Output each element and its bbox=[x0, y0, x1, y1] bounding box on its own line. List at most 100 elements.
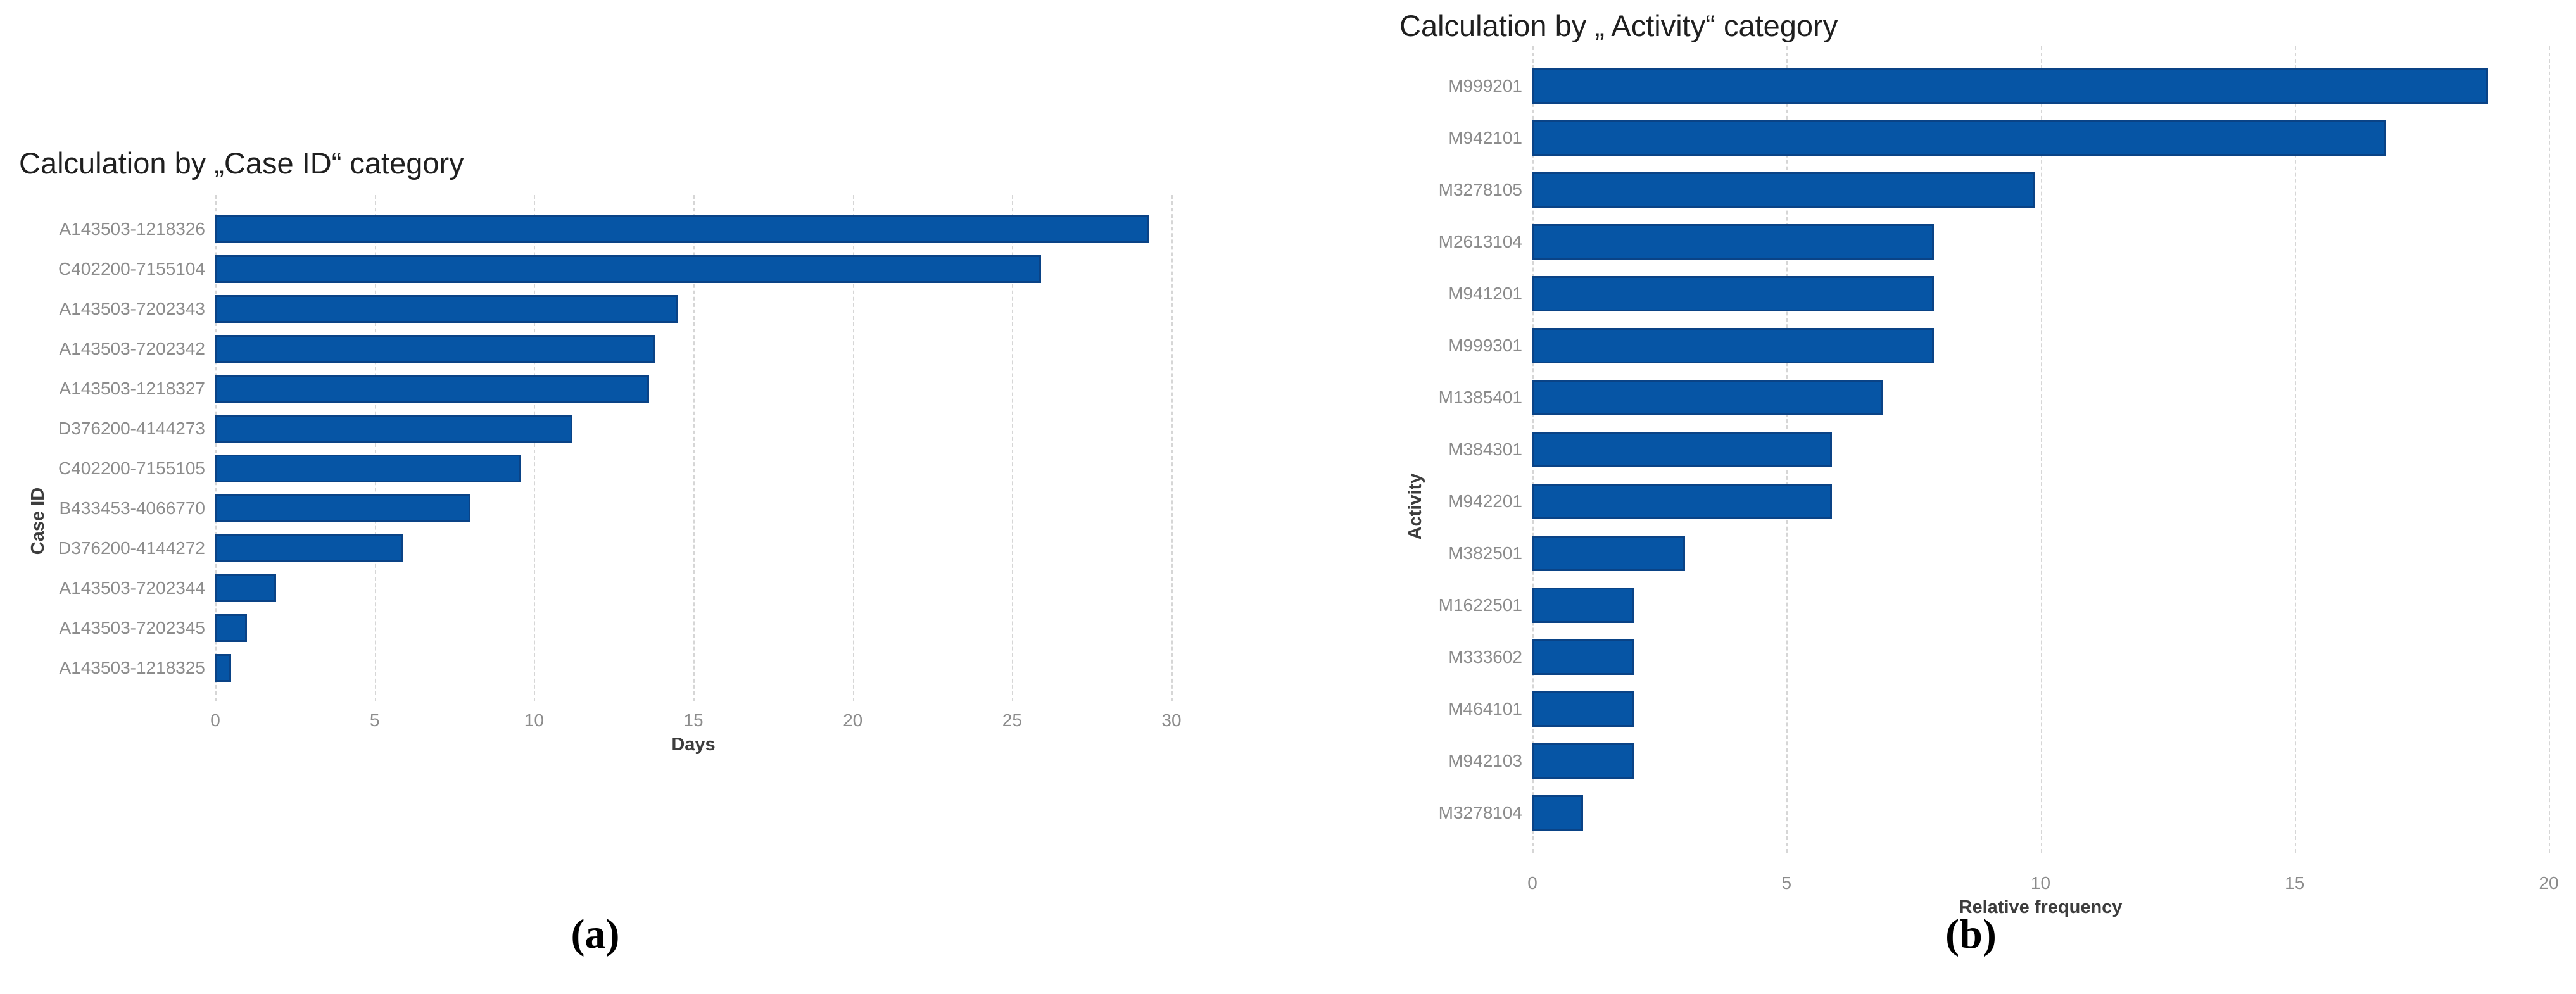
bar bbox=[1532, 536, 1685, 571]
category-label: C402200-7155104 bbox=[58, 258, 205, 279]
subfigure-caption-a: (a) bbox=[571, 911, 620, 957]
category-label: A143503-7202342 bbox=[59, 338, 205, 358]
bar-row: A143503-7202345 bbox=[19, 608, 1171, 648]
bar bbox=[1532, 120, 2387, 156]
gridline bbox=[2549, 46, 2550, 853]
bar-row: M1622501 bbox=[1393, 579, 2549, 631]
x-tick-label: 5 bbox=[1781, 873, 1792, 893]
bar-track bbox=[1532, 683, 2549, 735]
bar-row: A143503-1218325 bbox=[19, 648, 1171, 688]
bar bbox=[1532, 795, 1584, 831]
chart-title: Calculation by „ Activity“ category bbox=[1399, 9, 1838, 42]
x-axis-ticks: 0 5 10 15 20 bbox=[1527, 865, 2558, 897]
category-label: A143503-7202345 bbox=[59, 617, 205, 638]
category-label: M384301 bbox=[1448, 439, 1522, 459]
bar bbox=[215, 334, 655, 363]
bar bbox=[215, 215, 1149, 243]
bar-row: M999301 bbox=[1393, 320, 2549, 372]
bar-track bbox=[215, 329, 1171, 368]
category-label: M3278105 bbox=[1438, 180, 1522, 199]
bar-row: M382501 bbox=[1393, 527, 2549, 579]
bar-track bbox=[215, 289, 1171, 329]
bar bbox=[215, 574, 276, 602]
bar bbox=[215, 414, 572, 443]
category-label: M1622501 bbox=[1438, 595, 1522, 615]
bar bbox=[1532, 172, 2036, 208]
bar bbox=[215, 294, 678, 323]
bar-track bbox=[215, 648, 1171, 688]
x-tick-label: 10 bbox=[524, 710, 544, 730]
bar-row: M999201 bbox=[1393, 60, 2549, 112]
category-label: M333602 bbox=[1448, 647, 1522, 667]
bar bbox=[1532, 639, 1634, 675]
gridline bbox=[1171, 195, 1173, 701]
bar bbox=[215, 494, 470, 522]
bar bbox=[215, 374, 649, 403]
bar-row: B433453-4066770 bbox=[19, 488, 1171, 528]
category-label: D376200-4144272 bbox=[58, 538, 205, 558]
category-label: M1385401 bbox=[1438, 387, 1522, 407]
bar-track bbox=[215, 528, 1171, 568]
plot-area: Case ID A143503-1218326 C402200-7155104 A1… bbox=[19, 195, 1182, 755]
bar-row: M333602 bbox=[1393, 631, 2549, 683]
subfigure-caption-b: (b) bbox=[1945, 911, 1997, 957]
x-tick-label: 15 bbox=[2285, 873, 2305, 893]
bar-track bbox=[215, 608, 1171, 648]
bar bbox=[1532, 276, 1934, 311]
x-tick-label: 0 bbox=[1527, 873, 1537, 893]
bar-row: M941201 bbox=[1393, 268, 2549, 320]
bar-row: C402200-7155104 bbox=[19, 249, 1171, 289]
x-tick-label: 25 bbox=[1002, 710, 1022, 730]
bar bbox=[215, 255, 1041, 283]
bar-track bbox=[1532, 787, 2549, 839]
bar-row: A143503-7202343 bbox=[19, 289, 1171, 329]
category-label: M464101 bbox=[1448, 699, 1522, 719]
bar bbox=[1532, 484, 1833, 519]
category-label: M999301 bbox=[1448, 336, 1522, 355]
x-tick-label: 30 bbox=[1161, 710, 1182, 730]
category-label: A143503-1218327 bbox=[59, 378, 205, 398]
bar bbox=[1532, 328, 1934, 363]
bar-row: D376200-4144273 bbox=[19, 408, 1171, 448]
bar bbox=[1532, 743, 1634, 779]
chart-activity: Calculation by „ Activity“ category Acti… bbox=[1393, 3, 2559, 918]
category-label: M3278104 bbox=[1438, 803, 1522, 822]
bar bbox=[1532, 432, 1833, 467]
x-tick-label: 15 bbox=[683, 710, 704, 730]
bar bbox=[1532, 691, 1634, 727]
bar-row: M384301 bbox=[1393, 424, 2549, 475]
bar-track bbox=[1532, 60, 2549, 112]
bar-track bbox=[215, 488, 1171, 528]
bar-row: M942101 bbox=[1393, 112, 2549, 164]
bar-track bbox=[1532, 372, 2549, 424]
x-axis-title: Relative frequency bbox=[1959, 897, 2123, 917]
chart-case-id: Calculation by „Case ID“ category Case I… bbox=[19, 136, 1182, 755]
category-label: A143503-7202343 bbox=[59, 298, 205, 318]
x-tick-label: 5 bbox=[369, 710, 380, 730]
bar-track bbox=[1532, 579, 2549, 631]
bar-track bbox=[1532, 424, 2549, 475]
bar-rows: M999201 M942101 M3278105 M2613104 M941201 M99… bbox=[1393, 60, 2549, 839]
bar-row: A143503-1218327 bbox=[19, 368, 1171, 408]
bar-row: M942201 bbox=[1393, 475, 2549, 527]
bar-track bbox=[1532, 164, 2549, 216]
bar-row: M3278104 bbox=[1393, 787, 2549, 839]
category-label: M942201 bbox=[1448, 491, 1522, 511]
bar-track bbox=[1532, 112, 2549, 164]
bar-row: M942103 bbox=[1393, 735, 2549, 787]
bar bbox=[1532, 68, 2488, 104]
category-label: A143503-1218325 bbox=[59, 657, 205, 677]
x-tick-label: 10 bbox=[2030, 873, 2051, 893]
bar-row: A143503-7202342 bbox=[19, 329, 1171, 368]
bar-row: A143503-1218326 bbox=[19, 209, 1171, 249]
bar bbox=[215, 613, 248, 642]
x-tick-label: 20 bbox=[843, 710, 863, 730]
bar-track bbox=[1532, 475, 2549, 527]
bar-rows: A143503-1218326 C402200-7155104 A143503-72… bbox=[19, 209, 1171, 688]
category-label: M942103 bbox=[1448, 751, 1522, 771]
bar-row: C402200-7155105 bbox=[19, 448, 1171, 488]
category-label: C402200-7155105 bbox=[58, 458, 205, 478]
bar-track bbox=[1532, 268, 2549, 320]
category-label: A143503-7202344 bbox=[59, 577, 205, 598]
bar-track bbox=[215, 448, 1171, 488]
